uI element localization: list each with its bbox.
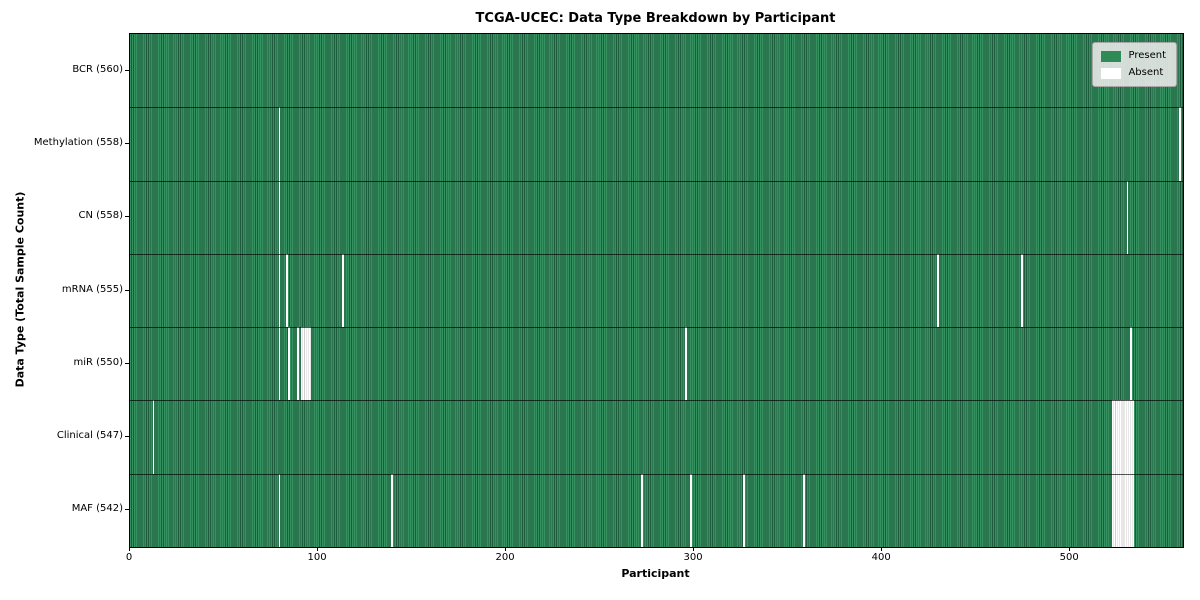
x-tick — [505, 547, 507, 551]
row-separator — [130, 400, 1183, 402]
y-tick — [125, 289, 129, 291]
absent-span — [278, 107, 281, 181]
row-separator — [130, 253, 1183, 255]
x-tick — [1069, 547, 1071, 551]
row-band-cn — [130, 180, 1183, 254]
row-band-mrna — [130, 253, 1183, 328]
absent-span — [1111, 473, 1135, 547]
row-band-maf — [130, 473, 1183, 547]
row-band-methylation — [130, 107, 1183, 181]
absent-span — [278, 327, 281, 401]
y-tick-label-maf: MAF (542) — [71, 503, 123, 515]
absent-span — [278, 253, 281, 328]
absent-span — [342, 253, 345, 328]
x-axis-label: Participant — [621, 567, 690, 580]
x-tick — [317, 547, 319, 551]
absent-span — [641, 473, 644, 547]
absent-span — [690, 473, 693, 547]
absent-span — [278, 473, 281, 547]
row-band-clinical — [130, 400, 1183, 474]
absent-span — [152, 400, 155, 474]
absent-span — [278, 180, 281, 254]
x-tick-label: 100 — [307, 552, 327, 563]
legend-swatch-absent-icon — [1101, 67, 1122, 79]
absent-span — [936, 253, 939, 328]
absent-span — [1179, 107, 1182, 181]
y-tick — [125, 362, 129, 364]
y-tick — [125, 216, 129, 218]
y-tick-label-mir: miR (550) — [73, 356, 123, 368]
row-separator — [130, 180, 1183, 182]
legend-item-present: Present — [1101, 50, 1166, 62]
row-separator — [130, 327, 1183, 329]
plot-area: Present Absent — [129, 33, 1184, 548]
x-tick — [129, 547, 130, 551]
absent-span — [1126, 180, 1129, 254]
x-tick-label: 400 — [871, 552, 891, 563]
legend-swatch-present-icon — [1101, 50, 1122, 62]
y-tick-label-bcr: BCR (560) — [72, 63, 123, 75]
absent-span — [287, 327, 290, 401]
absent-span — [1111, 400, 1135, 474]
y-tick — [125, 69, 129, 71]
legend-item-absent: Absent — [1101, 67, 1166, 79]
y-tick-label-mrna: mRNA (555) — [61, 283, 123, 295]
x-tick — [693, 547, 695, 551]
absent-span — [297, 327, 300, 401]
absent-span — [1021, 253, 1024, 328]
y-tick-label-methylation: Methylation (558) — [33, 136, 123, 148]
x-tick-label: 200 — [495, 552, 515, 563]
legend-label-present: Present — [1128, 50, 1166, 61]
y-tick — [125, 436, 129, 438]
y-tick-label-clinical: Clinical (547) — [56, 430, 123, 442]
x-tick-label: 500 — [1059, 552, 1079, 563]
absent-span — [1130, 327, 1133, 401]
y-tick — [125, 509, 129, 511]
absent-span — [301, 327, 311, 401]
x-tick-label: 300 — [683, 552, 703, 563]
legend: Present Absent — [1092, 42, 1177, 87]
absent-span — [742, 473, 745, 547]
absent-span — [286, 253, 288, 328]
x-tick-label: 0 — [125, 552, 133, 563]
row-separator — [130, 473, 1183, 475]
absent-span — [803, 473, 806, 547]
row-band-bcr — [130, 34, 1183, 107]
chart-title: TCGA-UCEC: Data Type Breakdown by Partic… — [475, 11, 836, 26]
y-tick-label-cn: CN (558) — [78, 210, 123, 222]
y-tick — [125, 142, 129, 144]
x-tick — [881, 547, 883, 551]
legend-label-absent: Absent — [1128, 67, 1164, 78]
absent-span — [684, 327, 687, 401]
row-separator — [130, 107, 1183, 109]
absent-span — [391, 473, 394, 547]
row-band-mir — [130, 327, 1183, 401]
